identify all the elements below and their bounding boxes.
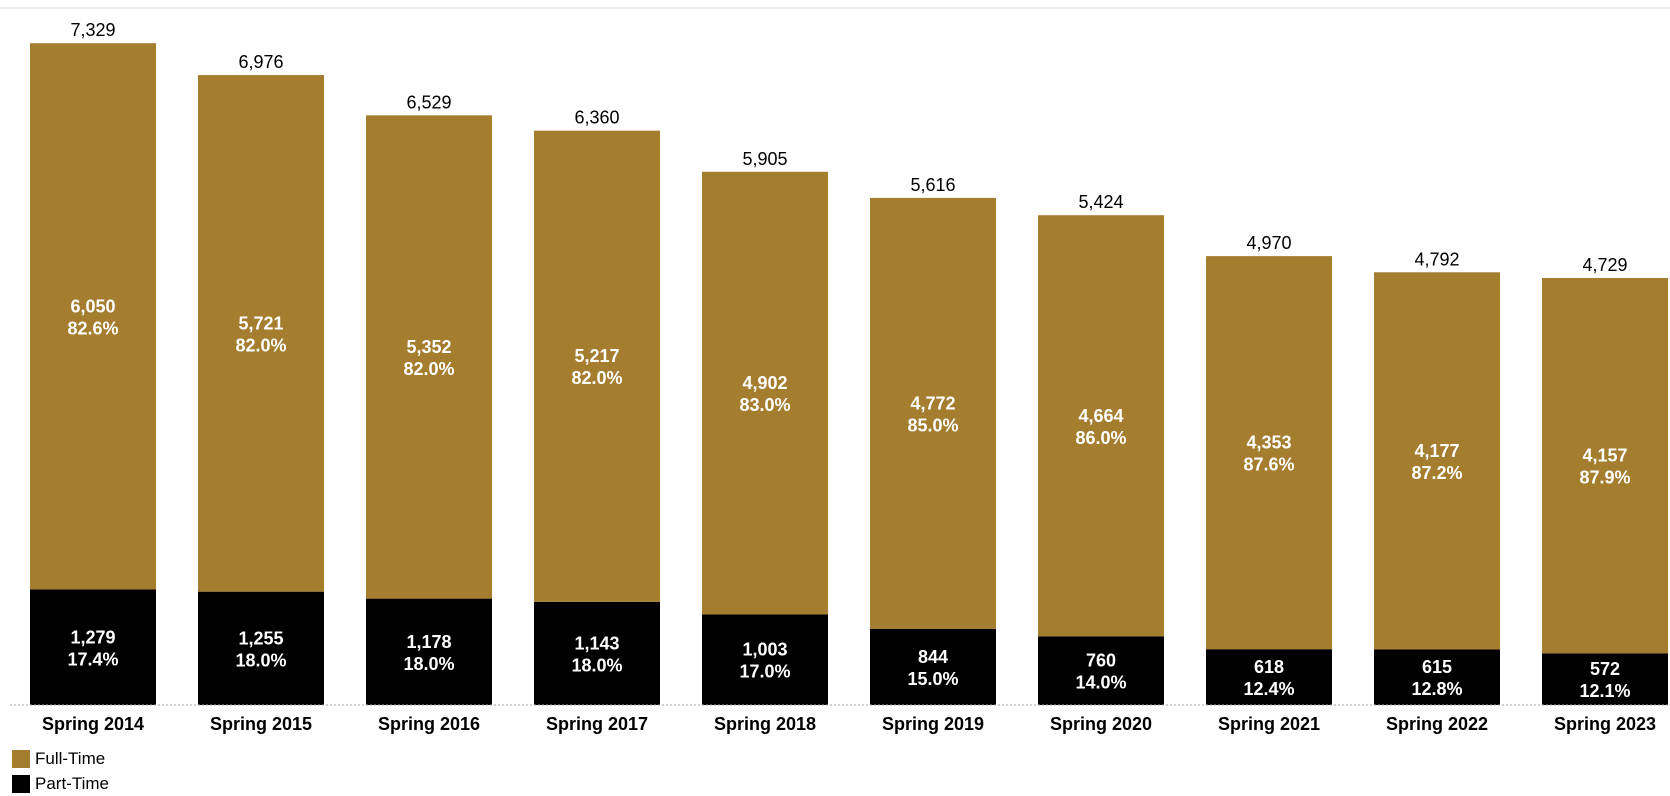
- bar-part-time-spring-2017: [534, 601, 660, 705]
- value-label-part-time-spring-2019: 844: [918, 647, 948, 667]
- bar-full-time-spring-2023: [1542, 277, 1668, 654]
- x-tick-label-spring-2014: Spring 2014: [42, 714, 144, 734]
- percent-label-full-time-spring-2019: 85.0%: [907, 415, 958, 435]
- value-label-part-time-spring-2016: 1,178: [406, 632, 451, 652]
- legend-label-part-time: Part-Time: [35, 773, 109, 793]
- total-label-spring-2018: 5,905: [742, 149, 787, 169]
- percent-label-part-time-spring-2023: 12.1%: [1579, 681, 1630, 701]
- total-label-spring-2019: 5,616: [910, 175, 955, 195]
- bar-full-time-spring-2020: [1038, 215, 1164, 637]
- x-tick-label-spring-2019: Spring 2019: [882, 714, 984, 734]
- percent-label-part-time-spring-2018: 17.0%: [739, 662, 790, 682]
- percent-label-part-time-spring-2021: 12.4%: [1243, 679, 1294, 699]
- percent-label-part-time-spring-2017: 18.0%: [571, 655, 622, 675]
- value-label-full-time-spring-2018: 4,902: [742, 373, 787, 393]
- value-label-full-time-spring-2014: 6,050: [70, 296, 115, 316]
- total-label-spring-2014: 7,329: [70, 20, 115, 40]
- bar-part-time-spring-2016: [366, 598, 492, 705]
- total-label-spring-2022: 4,792: [1414, 249, 1459, 269]
- bar-full-time-spring-2022: [1374, 272, 1500, 650]
- percent-label-full-time-spring-2014: 82.6%: [67, 318, 118, 338]
- percent-label-part-time-spring-2016: 18.0%: [403, 654, 454, 674]
- total-label-spring-2021: 4,970: [1246, 233, 1291, 253]
- value-label-part-time-spring-2023: 572: [1590, 659, 1620, 679]
- bar-part-time-spring-2014: [30, 589, 156, 705]
- value-label-full-time-spring-2023: 4,157: [1582, 446, 1627, 466]
- bar-full-time-spring-2021: [1206, 256, 1332, 650]
- value-label-part-time-spring-2015: 1,255: [238, 628, 283, 648]
- bars-group: [30, 43, 1668, 705]
- bar-part-time-spring-2022: [1374, 649, 1500, 705]
- total-label-spring-2020: 5,424: [1078, 192, 1123, 212]
- legend-item-full-time: Full-Time: [12, 746, 109, 771]
- percent-label-full-time-spring-2020: 86.0%: [1075, 428, 1126, 448]
- value-label-part-time-spring-2017: 1,143: [574, 633, 619, 653]
- value-label-part-time-spring-2020: 760: [1086, 651, 1116, 671]
- bar-full-time-spring-2019: [870, 197, 996, 629]
- legend-swatch-part-time: [12, 774, 30, 793]
- total-label-spring-2017: 6,360: [574, 108, 619, 128]
- percent-label-part-time-spring-2022: 12.8%: [1411, 679, 1462, 699]
- bar-part-time-spring-2019: [870, 628, 996, 705]
- value-label-full-time-spring-2017: 5,217: [574, 346, 619, 366]
- value-label-part-time-spring-2022: 615: [1422, 657, 1452, 677]
- percent-label-part-time-spring-2019: 15.0%: [907, 669, 958, 689]
- value-label-part-time-spring-2021: 618: [1254, 657, 1284, 677]
- bar-full-time-spring-2015: [198, 75, 324, 592]
- bar-full-time-spring-2018: [702, 171, 828, 615]
- value-label-full-time-spring-2021: 4,353: [1246, 433, 1291, 453]
- x-tick-label-spring-2021: Spring 2021: [1218, 714, 1320, 734]
- total-label-spring-2023: 4,729: [1582, 255, 1627, 275]
- bar-part-time-spring-2015: [198, 591, 324, 705]
- legend: Full-Time Part-Time: [12, 746, 109, 796]
- percent-label-part-time-spring-2015: 18.0%: [235, 650, 286, 670]
- bar-part-time-spring-2021: [1206, 649, 1332, 705]
- percent-label-full-time-spring-2023: 87.9%: [1579, 468, 1630, 488]
- legend-swatch-full-time: [12, 749, 30, 768]
- x-tick-label-spring-2023: Spring 2023: [1554, 714, 1656, 734]
- value-label-full-time-spring-2015: 5,721: [238, 313, 283, 333]
- x-tick-label-spring-2022: Spring 2022: [1386, 714, 1488, 734]
- value-label-part-time-spring-2014: 1,279: [70, 627, 115, 647]
- value-label-full-time-spring-2016: 5,352: [406, 337, 451, 357]
- bar-part-time-spring-2018: [702, 614, 828, 705]
- bar-full-time-spring-2017: [534, 130, 660, 602]
- percent-label-full-time-spring-2015: 82.0%: [235, 335, 286, 355]
- percent-label-full-time-spring-2022: 87.2%: [1411, 463, 1462, 483]
- total-label-spring-2015: 6,976: [238, 52, 283, 72]
- x-tick-label-spring-2017: Spring 2017: [546, 714, 648, 734]
- x-tick-label-spring-2020: Spring 2020: [1050, 714, 1152, 734]
- bar-full-time-spring-2016: [366, 115, 492, 599]
- percent-label-full-time-spring-2018: 83.0%: [739, 395, 790, 415]
- bar-part-time-spring-2023: [1542, 653, 1668, 705]
- legend-item-part-time: Part-Time: [12, 771, 109, 796]
- value-label-full-time-spring-2020: 4,664: [1078, 406, 1123, 426]
- percent-label-full-time-spring-2016: 82.0%: [403, 359, 454, 379]
- x-tick-label-spring-2016: Spring 2016: [378, 714, 480, 734]
- x-tick-label-spring-2015: Spring 2015: [210, 714, 312, 734]
- x-tick-label-spring-2018: Spring 2018: [714, 714, 816, 734]
- value-label-part-time-spring-2018: 1,003: [742, 640, 787, 660]
- bar-full-time-spring-2014: [30, 43, 156, 590]
- percent-label-part-time-spring-2014: 17.4%: [67, 649, 118, 669]
- percent-label-part-time-spring-2020: 14.0%: [1075, 673, 1126, 693]
- value-label-full-time-spring-2022: 4,177: [1414, 441, 1459, 461]
- legend-label-full-time: Full-Time: [35, 748, 106, 768]
- total-label-spring-2016: 6,529: [406, 92, 451, 112]
- bar-part-time-spring-2020: [1038, 636, 1164, 705]
- percent-label-full-time-spring-2021: 87.6%: [1243, 455, 1294, 475]
- value-label-full-time-spring-2019: 4,772: [910, 393, 955, 413]
- percent-label-full-time-spring-2017: 82.0%: [571, 368, 622, 388]
